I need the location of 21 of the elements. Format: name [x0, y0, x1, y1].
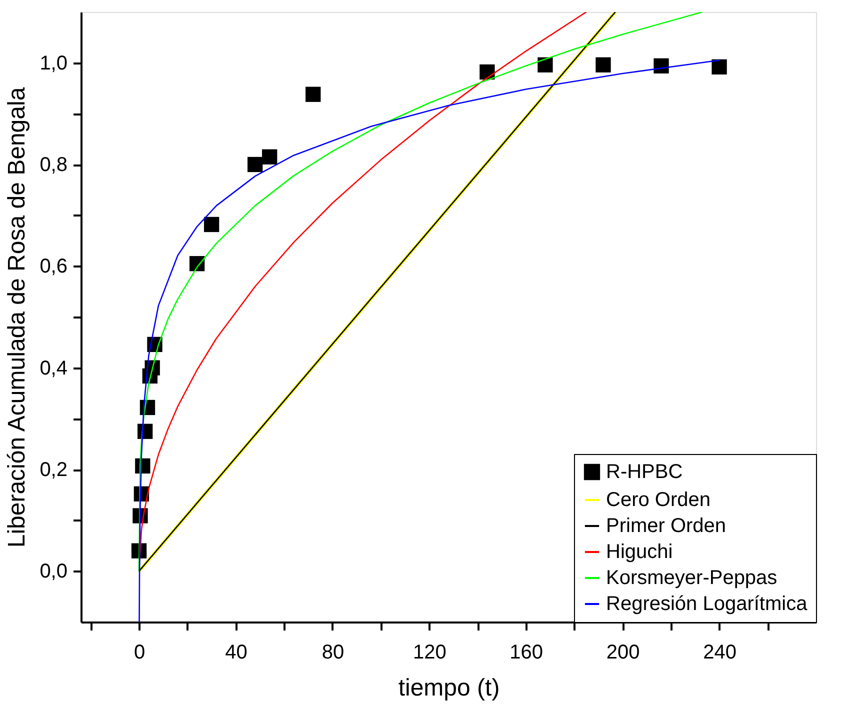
legend-label: Regresión Logarítmica — [606, 593, 808, 615]
y-axis-title: Liberación Acumulada de Rosa de Bengala — [4, 86, 31, 548]
y-tick-label: 0,2 — [40, 459, 68, 481]
legend-label: R-HPBC — [606, 461, 683, 483]
legend-label: Cero Orden — [606, 489, 710, 511]
x-tick-label: 200 — [606, 642, 640, 664]
legend-label: Korsmeyer-Peppas — [606, 567, 778, 589]
legend-label: Primer Orden — [606, 515, 726, 537]
x-axis-title: tiempo (t) — [398, 674, 500, 702]
x-tick-label: 80 — [322, 642, 344, 664]
legend-label: Higuchi — [606, 541, 673, 563]
x-tick-label: 120 — [412, 642, 446, 664]
y-tick-label: 0,8 — [40, 154, 68, 176]
y-tick-label: 0,6 — [40, 256, 68, 278]
x-tick-label: 160 — [510, 642, 544, 664]
x-tick-label: 240 — [703, 642, 736, 664]
x-tick-label: 40 — [225, 642, 248, 664]
y-tick-label: 0,4 — [40, 357, 68, 380]
x-tick-label: 0 — [134, 642, 146, 664]
y-tick-label: 0,0 — [40, 560, 68, 583]
y-tick-label: 1,0 — [40, 52, 68, 74]
